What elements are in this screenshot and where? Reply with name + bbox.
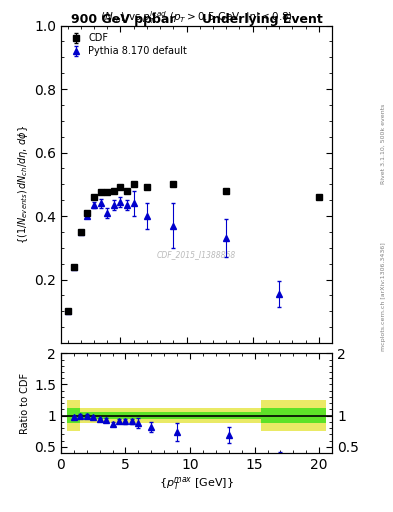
Text: Rivet 3.1.10, 500k events: Rivet 3.1.10, 500k events	[381, 103, 386, 183]
Y-axis label: $\{(1/N_{events})\,dN_{ch}/d\eta,\,d\phi\}$: $\{(1/N_{events})\,dN_{ch}/d\eta,\,d\phi…	[16, 125, 30, 244]
Text: CDF_2015_I1388868: CDF_2015_I1388868	[157, 250, 236, 259]
Legend: CDF, Pythia 8.170 default: CDF, Pythia 8.170 default	[66, 30, 190, 59]
X-axis label: $\{p_T^{max}$ [GeV]$\}$: $\{p_T^{max}$ [GeV]$\}$	[159, 475, 234, 492]
Title: $\langle N_{ch}\rangle$ vs $p_T^{lead}$ ($p_T > 0.5$ GeV, $|\eta| < 0.8$): $\langle N_{ch}\rangle$ vs $p_T^{lead}$ …	[100, 9, 293, 26]
Text: 900 GeV ppbar: 900 GeV ppbar	[71, 13, 175, 26]
Text: Underlying Event: Underlying Event	[202, 13, 322, 26]
Text: mcplots.cern.ch [arXiv:1306.3436]: mcplots.cern.ch [arXiv:1306.3436]	[381, 243, 386, 351]
Y-axis label: Ratio to CDF: Ratio to CDF	[20, 373, 30, 434]
